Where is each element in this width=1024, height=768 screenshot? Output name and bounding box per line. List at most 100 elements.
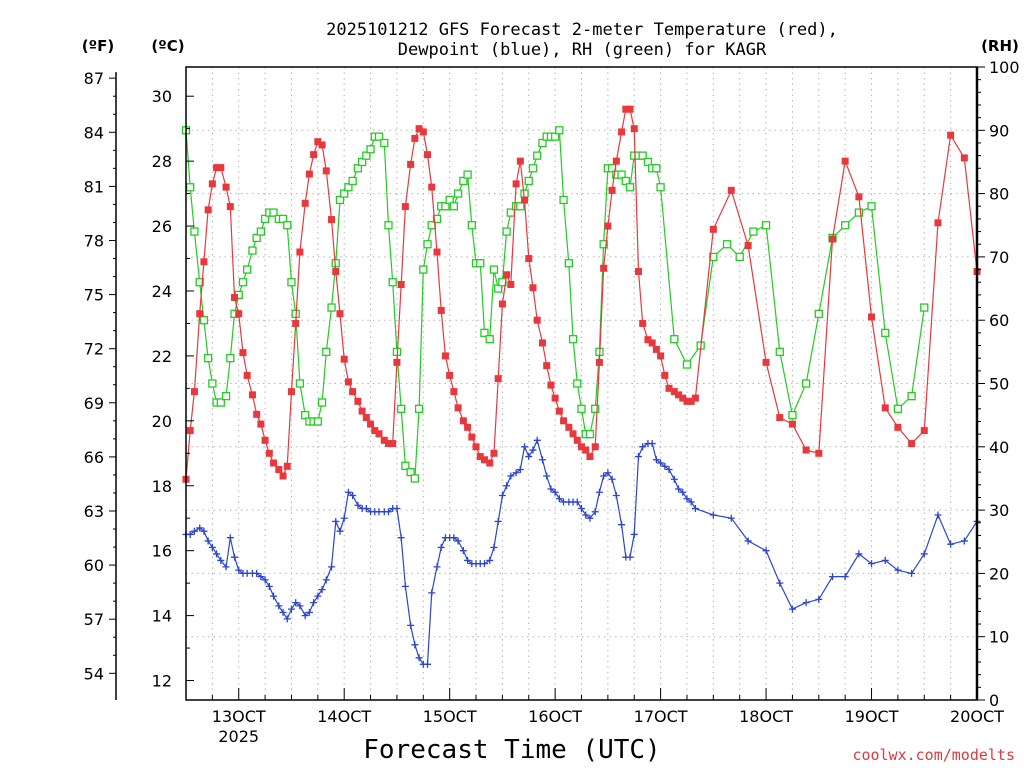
rh-point [599,240,608,249]
fahrenheit-unit-label: (ºF) [82,37,114,55]
temperature-point [454,404,462,412]
fahrenheit-tick-label: 78 [84,231,104,250]
rh-point [348,176,357,186]
rh-point [489,265,499,274]
rh-point [463,170,472,179]
temperature-point [727,186,735,194]
temperature-point [648,339,656,347]
temperature-point [459,417,467,425]
dewpoint-point [464,556,472,564]
temperature-series [182,105,981,483]
rh-point [550,132,560,141]
temperature-point [670,388,678,396]
rh-point [252,233,261,243]
dewpoint-point [503,482,511,490]
x-tick-label: 19OCT [845,707,899,726]
temperature-point [200,258,208,266]
temperature-point [340,355,348,363]
rh-point [524,176,533,186]
fahrenheit-tick-label: 69 [84,394,104,413]
rh-point [617,170,626,179]
celsius-tick-label: 18 [152,477,172,496]
rh-point [453,189,463,198]
rh-point [295,379,305,388]
temperature-point [190,388,198,396]
temperature-point [661,371,669,379]
temperature-point [604,222,612,230]
dewpoint-point [301,612,309,620]
rh-point [564,259,573,268]
rh-point [366,145,375,154]
rh-tick-label: 90 [989,121,1009,140]
temperature-point [397,280,405,288]
x-tick-label: 14OCT [317,707,371,726]
rh-point [397,404,406,413]
dewpoint-point [802,599,810,607]
dewpoint-point [776,579,784,587]
rh-point [445,195,454,205]
dewpoint-point [287,605,295,613]
temperature-point [411,134,419,142]
gridlines [185,67,978,700]
rh-point [419,265,428,274]
temperature-point [231,293,239,301]
rh-point [516,202,525,211]
x-tick-label: 16OCT [528,707,582,726]
temperature-point [626,105,634,113]
rh-point [340,189,349,198]
dewpoint-point [494,517,502,525]
rh-point [749,227,758,236]
rh-point [502,227,511,236]
dewpoint-point [454,537,462,545]
rh-point [761,221,771,230]
chart-title-line-2: Dewpoint (blue), RH (green) for KAGR [398,40,767,60]
dewpoint-point [525,453,533,461]
temperature-point [310,151,318,159]
dewpoint-point [815,595,823,603]
temperature-point [433,248,441,256]
rh-point [459,176,468,186]
dewpoint-point [652,456,660,464]
rh-point [423,240,432,249]
temperature-point [529,284,537,292]
rh-point [353,164,363,173]
dewpoint-point [480,560,488,568]
dewpoint-point [881,556,889,564]
dewpoint-point [516,466,524,474]
temperature-point [419,128,427,136]
temperature-point [622,105,630,113]
rh-tick-label: 70 [989,248,1009,267]
temperature-point [608,186,616,194]
dewpoint-point [226,534,234,542]
fahrenheit-tick-label: 75 [84,286,104,305]
x-tick-label: 15OCT [423,707,477,726]
rh-point [559,195,568,205]
temperature-point [375,430,383,438]
dewpoint-point [433,563,441,571]
rh-point [414,404,424,413]
rh-point [380,138,389,148]
x-tick-label: 13OCT [212,707,266,726]
temperature-point [441,352,449,360]
credit-link[interactable]: coolwx.com/modelts [852,746,1015,764]
temperature-point [468,433,476,441]
temperature-point [591,443,599,451]
rh-point [203,354,213,363]
dewpoint-point [709,511,717,519]
temperature-point [815,449,823,457]
dewpoint-point [415,654,423,662]
rh-point [322,347,331,357]
rh-tick-label: 0 [989,691,999,710]
temperature-point [486,459,494,467]
rh-point [854,208,864,217]
temperature-point [389,440,397,448]
dewpoint-point [538,456,546,464]
dewpoint-point [657,459,665,467]
temperature-point [226,203,234,211]
temperature-point [217,164,225,172]
rh-point [568,335,578,344]
temperature-point [196,310,204,318]
rh-tick-label: 10 [989,628,1009,647]
temperature-point [261,436,269,444]
dewpoint-point [279,608,287,616]
